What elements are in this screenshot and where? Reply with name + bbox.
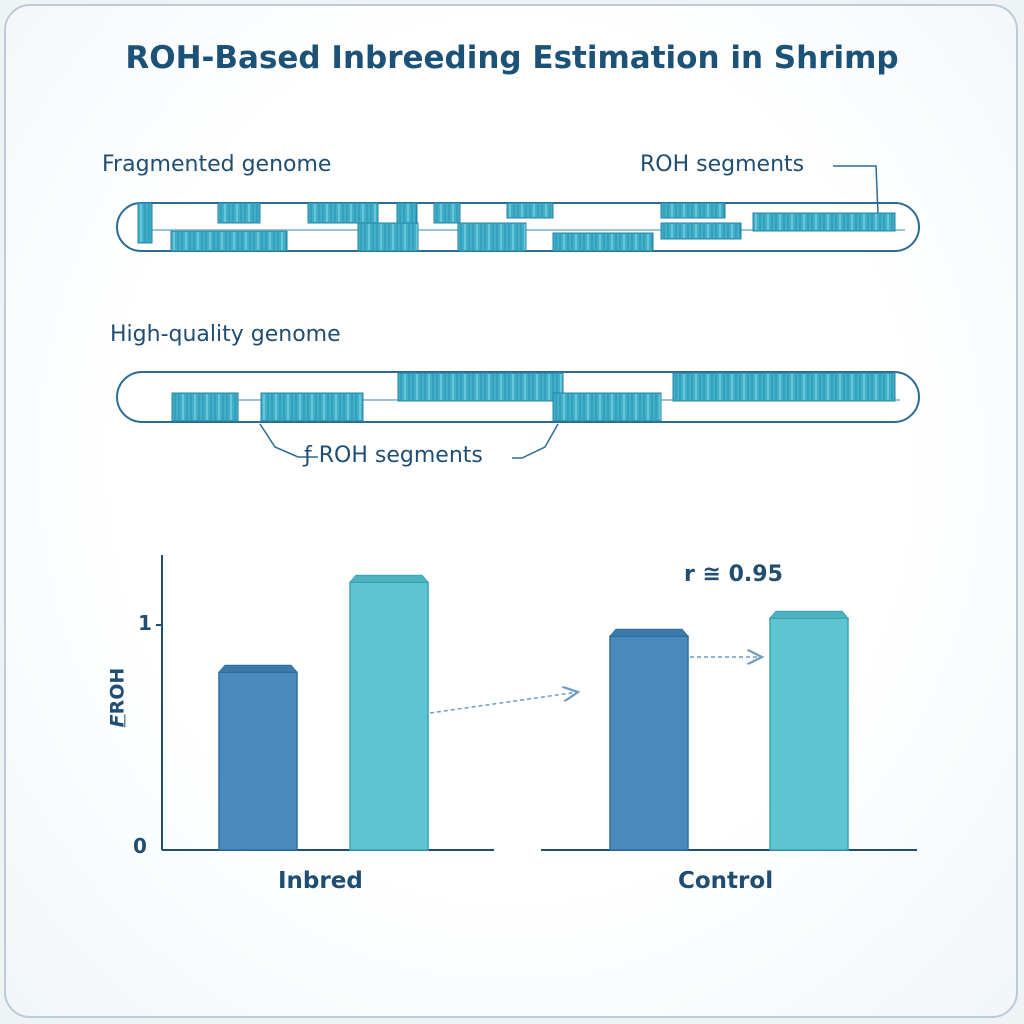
fragment-segment	[552, 232, 654, 252]
fragment-segment	[660, 222, 742, 240]
bar-inbred-dark	[217, 664, 299, 851]
roh-segment	[397, 372, 564, 402]
roh-segment	[171, 392, 239, 422]
roh-bracket-bottom-right	[512, 423, 559, 459]
roh-bracket-bottom	[259, 423, 318, 458]
y-axis-label: FROH	[106, 667, 129, 728]
fragment-segment	[217, 202, 261, 224]
roh-segments-label-top: ROH segments	[640, 152, 805, 177]
roh-segment	[672, 372, 896, 402]
highquality-roh-segments	[171, 372, 900, 422]
roh-segments-label-bottom: ƒ ROH segments	[304, 443, 483, 468]
fragment-segment	[170, 230, 288, 252]
bar-control-dark	[608, 628, 690, 851]
category-inbred: Inbred	[278, 868, 363, 894]
category-control: Control	[678, 868, 774, 894]
bar-control-light	[768, 610, 850, 851]
fragment-segment	[506, 202, 554, 219]
trend-arrow-left	[429, 692, 578, 714]
correlation-annotation: r ≅ 0.95	[684, 562, 783, 587]
roh-segment	[552, 392, 662, 422]
bar-inbred-light	[348, 574, 430, 851]
roh-segment	[260, 392, 364, 422]
y-tick-0: 0	[133, 834, 147, 858]
roh-prefix-glyph: ƒ	[304, 443, 312, 468]
fragmented-genome-label: Fragmented genome	[102, 152, 332, 177]
figure-title: ROH-Based Inbreeding Estimation in Shrim…	[125, 40, 899, 76]
fragment-segment	[396, 202, 418, 224]
fragment-segment	[137, 202, 153, 244]
fragment-segment	[752, 212, 896, 232]
y-label-sub: ROH	[106, 667, 129, 715]
y-label-main: F	[106, 714, 129, 728]
fragment-segment	[307, 202, 379, 224]
highquality-genome-label: High-quality genome	[110, 322, 341, 347]
y-tick-1: 1	[138, 611, 152, 635]
fragment-segment	[357, 222, 419, 252]
fragment-segment	[433, 202, 461, 224]
roh-leader-top	[833, 165, 879, 214]
fragment-segment	[660, 202, 726, 219]
fragmented-roh-segments	[137, 202, 905, 252]
fragment-segment	[457, 222, 527, 252]
roh-segments-text: ROH segments	[318, 443, 483, 468]
